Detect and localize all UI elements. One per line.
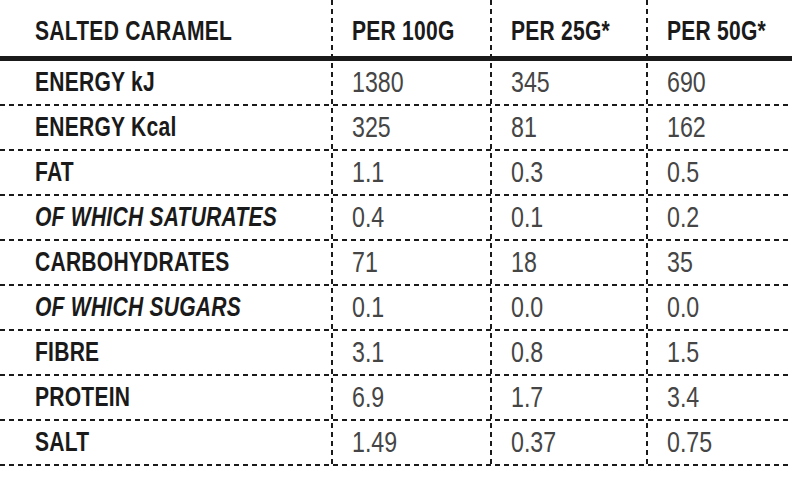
value-per-50g: 35 — [667, 246, 693, 279]
value-per-25g: 0.37 — [511, 426, 556, 459]
row-label: FAT — [35, 157, 74, 188]
table-row-energy-kcal: ENERGY Kcal 325 81 162 — [0, 106, 792, 149]
value-per-50g: 3.4 — [667, 381, 699, 414]
row-label: OF WHICH SATURATES — [35, 202, 277, 233]
table-row-carbohydrates: CARBOHYDRATES 71 18 35 — [0, 241, 792, 284]
value-per-100g: 0.4 — [352, 201, 384, 234]
column-header-per-25g: PER 25G* — [511, 16, 610, 47]
value-per-25g: 0.1 — [511, 201, 543, 234]
value-per-100g: 1.1 — [352, 156, 384, 189]
table-row-saturates: OF WHICH SATURATES 0.4 0.1 0.2 — [0, 196, 792, 239]
value-per-100g: 1380 — [352, 66, 404, 99]
row-label: PROTEIN — [35, 382, 130, 413]
column-divider-2 — [490, 0, 492, 466]
value-per-25g: 0.8 — [511, 336, 543, 369]
value-per-50g: 0.0 — [667, 291, 699, 324]
row-label: FIBRE — [35, 337, 99, 368]
value-per-25g: 345 — [511, 66, 550, 99]
column-divider-1 — [331, 0, 333, 466]
row-label: SALT — [35, 427, 89, 458]
value-per-50g: 1.5 — [667, 336, 699, 369]
value-per-50g: 0.2 — [667, 201, 699, 234]
value-per-25g: 18 — [511, 246, 537, 279]
value-per-50g: 0.5 — [667, 156, 699, 189]
table-row-protein: PROTEIN 6.9 1.7 3.4 — [0, 376, 792, 419]
value-per-100g: 3.1 — [352, 336, 384, 369]
column-header-per-50g: PER 50G* — [667, 16, 766, 47]
table-row-salt: SALT 1.49 0.37 0.75 — [0, 421, 792, 464]
value-per-50g: 0.75 — [667, 426, 712, 459]
value-per-100g: 71 — [352, 246, 378, 279]
column-divider-3 — [646, 0, 648, 466]
value-per-100g: 6.9 — [352, 381, 384, 414]
value-per-50g: 690 — [667, 66, 706, 99]
value-per-25g: 1.7 — [511, 381, 543, 414]
table-row-sugars: OF WHICH SUGARS 0.1 0.0 0.0 — [0, 286, 792, 329]
table-title: SALTED CARAMEL — [35, 16, 232, 47]
table-row-fibre: FIBRE 3.1 0.8 1.5 — [0, 331, 792, 374]
value-per-100g: 1.49 — [352, 426, 397, 459]
row-label: CARBOHYDRATES — [35, 247, 230, 278]
value-per-100g: 0.1 — [352, 291, 384, 324]
nutrition-table: SALTED CARAMEL PER 100G PER 25G* PER 50G… — [0, 0, 792, 483]
row-label: ENERGY Kcal — [35, 112, 176, 143]
table-row-fat: FAT 1.1 0.3 0.5 — [0, 151, 792, 194]
value-per-25g: 0.0 — [511, 291, 543, 324]
column-header-per-100g: PER 100G — [352, 16, 455, 47]
table-header-row: SALTED CARAMEL PER 100G PER 25G* PER 50G… — [0, 0, 792, 56]
row-label: OF WHICH SUGARS — [35, 292, 241, 323]
row-divider — [0, 464, 792, 466]
table-row-energy-kj: ENERGY kJ 1380 345 690 — [0, 61, 792, 104]
value-per-100g: 325 — [352, 111, 391, 144]
value-per-25g: 81 — [511, 111, 537, 144]
value-per-50g: 162 — [667, 111, 706, 144]
value-per-25g: 0.3 — [511, 156, 543, 189]
row-label: ENERGY kJ — [35, 67, 155, 98]
